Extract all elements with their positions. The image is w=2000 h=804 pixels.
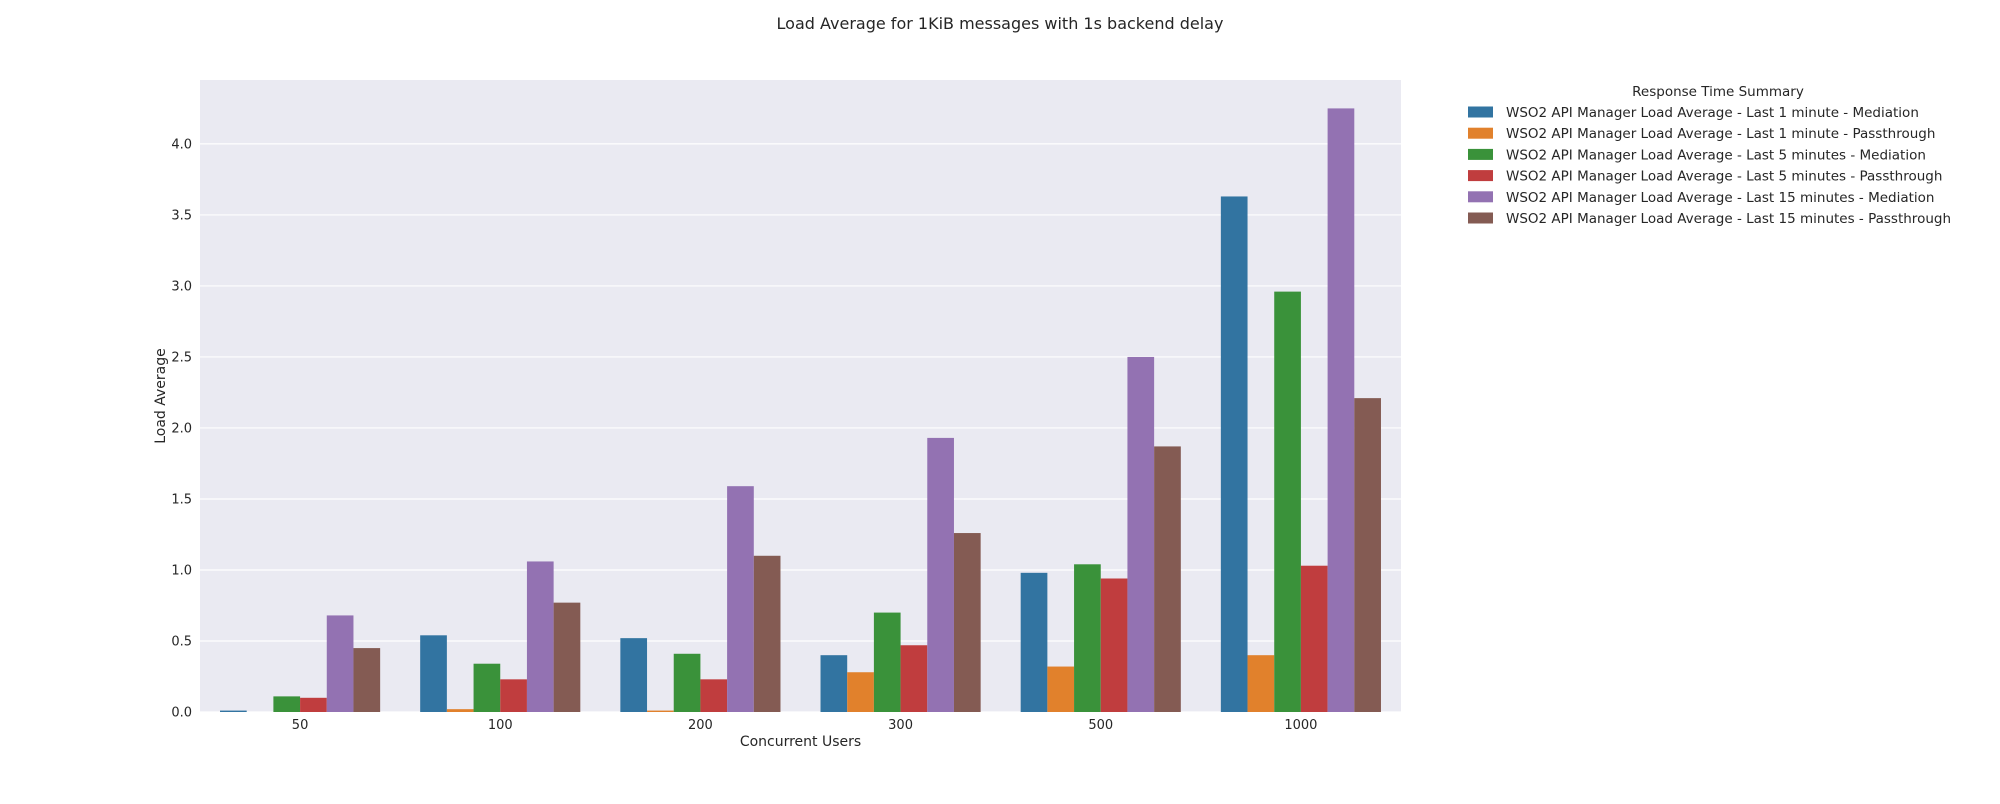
y-axis-label: Load Average: [153, 348, 169, 444]
legend-item-label: WSO2 API Manager Load Average - Last 1 m…: [1506, 126, 1935, 142]
legend-item-label: WSO2 API Manager Load Average - Last 1 m…: [1506, 105, 1919, 121]
bar: [820, 655, 848, 712]
y-tick-label: 2.0: [171, 421, 192, 436]
legend-swatch: [1468, 212, 1493, 224]
bar: [326, 615, 354, 712]
bar: [553, 602, 581, 712]
bar: [526, 561, 554, 712]
x-tick-label: 50: [292, 718, 309, 733]
bar: [1020, 572, 1048, 712]
bar: [220, 710, 247, 712]
plot-background: [200, 80, 1401, 712]
legend-item-label: WSO2 API Manager Load Average - Last 15 …: [1506, 211, 1951, 227]
y-tick-label: 4.0: [171, 137, 192, 152]
bar: [446, 709, 474, 712]
legend-item-label: WSO2 API Manager Load Average - Last 5 m…: [1506, 169, 1942, 185]
x-tick-label: 500: [1088, 718, 1113, 733]
x-tick-label: 1000: [1284, 718, 1317, 733]
bar: [1327, 108, 1355, 713]
bar: [1154, 446, 1181, 712]
legend-swatch: [1468, 127, 1493, 139]
legend: Response Time Summary WSO2 API Manager Lo…: [1468, 84, 1951, 227]
bar: [1220, 196, 1248, 712]
bar: [727, 486, 754, 712]
y-tick-label: 1.0: [171, 563, 192, 578]
x-tick-label: 100: [488, 718, 513, 733]
bar: [1300, 565, 1328, 712]
plot-area: 0.0 0.5 1.0 1.5 2.0 2.5 3.0 3.5 4.0 50 100 200 300 50…: [153, 80, 1401, 750]
bar: [927, 437, 954, 712]
bar: [353, 648, 381, 712]
x-tick-label: 300: [888, 718, 913, 733]
bar: [673, 653, 701, 712]
y-tick-label: 3.5: [171, 208, 192, 223]
bar: [1354, 398, 1381, 712]
y-tick-label: 0.5: [171, 634, 192, 649]
x-tick-label: 200: [688, 718, 713, 733]
chart-title: Load Average for 1KiB messages with 1s b…: [777, 14, 1224, 33]
bar: [273, 696, 301, 712]
bar: [1074, 564, 1101, 712]
y-tick-label: 1.5: [171, 492, 192, 507]
bar: [753, 555, 781, 712]
legend-swatch: [1468, 148, 1493, 160]
bar: [620, 638, 648, 712]
bar: [1100, 578, 1128, 712]
bar: [1047, 666, 1075, 712]
y-tick-label: 3.0: [171, 279, 192, 294]
bar: [500, 679, 527, 712]
bar: [900, 645, 928, 712]
bar: [300, 697, 327, 712]
bar: [700, 679, 728, 712]
y-tick-label: 2.5: [171, 350, 192, 365]
bar: [873, 612, 901, 712]
bar: [1127, 356, 1155, 712]
legend-swatch: [1468, 191, 1493, 203]
bar: [847, 672, 874, 712]
bar: [647, 710, 674, 712]
bar: [953, 533, 981, 712]
legend-swatch: [1468, 170, 1493, 182]
legend-item-label: WSO2 API Manager Load Average - Last 5 m…: [1506, 147, 1926, 163]
x-axis-label: Concurrent Users: [740, 734, 861, 750]
bar: [473, 663, 501, 712]
legend-swatch: [1468, 106, 1493, 118]
bar: [1247, 655, 1275, 712]
bar: [420, 635, 447, 712]
bar: [1274, 291, 1301, 712]
legend-title: Response Time Summary: [1632, 84, 1804, 100]
legend-item-label: WSO2 API Manager Load Average - Last 15 …: [1506, 190, 1935, 206]
y-tick-label: 0.0: [171, 706, 192, 721]
